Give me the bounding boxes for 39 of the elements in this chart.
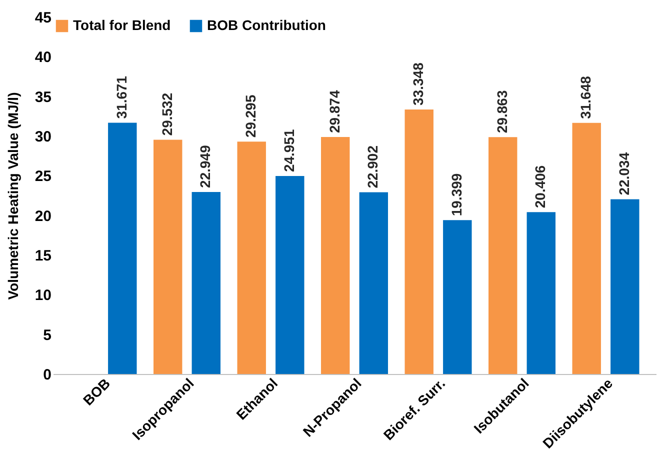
y-tick-label: 20 — [34, 208, 52, 225]
legend-label: Total for Blend — [73, 17, 171, 33]
data-label: 22.034 — [616, 152, 632, 196]
y-axis-title: Volumetric Heating Value (MJ/l) — [4, 92, 21, 300]
data-label: 24.951 — [280, 129, 297, 172]
data-label: 29.863 — [494, 90, 510, 134]
data-label: 22.902 — [364, 145, 381, 188]
data-label: 29.874 — [326, 90, 342, 133]
bar — [443, 220, 472, 374]
data-label: 20.406 — [532, 165, 548, 208]
bar — [192, 192, 220, 374]
y-tick-label: 0 — [43, 366, 52, 384]
data-label: 22.949 — [197, 144, 214, 188]
y-tick-label: 30 — [34, 128, 52, 146]
data-label: 29.295 — [242, 94, 259, 138]
y-tick-label: 10 — [34, 287, 52, 304]
bar — [108, 122, 137, 374]
bar — [154, 140, 182, 374]
data-label: 31.648 — [578, 76, 594, 119]
data-label: 31.671 — [113, 76, 130, 119]
bar — [404, 109, 434, 374]
y-tick-label: 5 — [43, 326, 52, 344]
y-tick-label: 25 — [34, 168, 52, 186]
bar — [488, 137, 518, 374]
data-label: 33.348 — [410, 62, 426, 106]
data-label: 29.532 — [158, 92, 175, 136]
y-tick-label: 15 — [34, 248, 52, 264]
y-tick-label: 40 — [34, 49, 52, 66]
bar — [572, 122, 601, 374]
data-label: 19.399 — [448, 173, 464, 216]
bar — [276, 176, 304, 374]
y-tick-label: 35 — [34, 88, 52, 106]
bar — [610, 199, 640, 374]
y-tick-label: 45 — [34, 10, 52, 26]
bar — [526, 212, 556, 374]
legend-label: BOB Contribution — [207, 17, 326, 33]
bar — [359, 192, 388, 374]
bar — [237, 142, 266, 374]
bar — [321, 137, 350, 374]
